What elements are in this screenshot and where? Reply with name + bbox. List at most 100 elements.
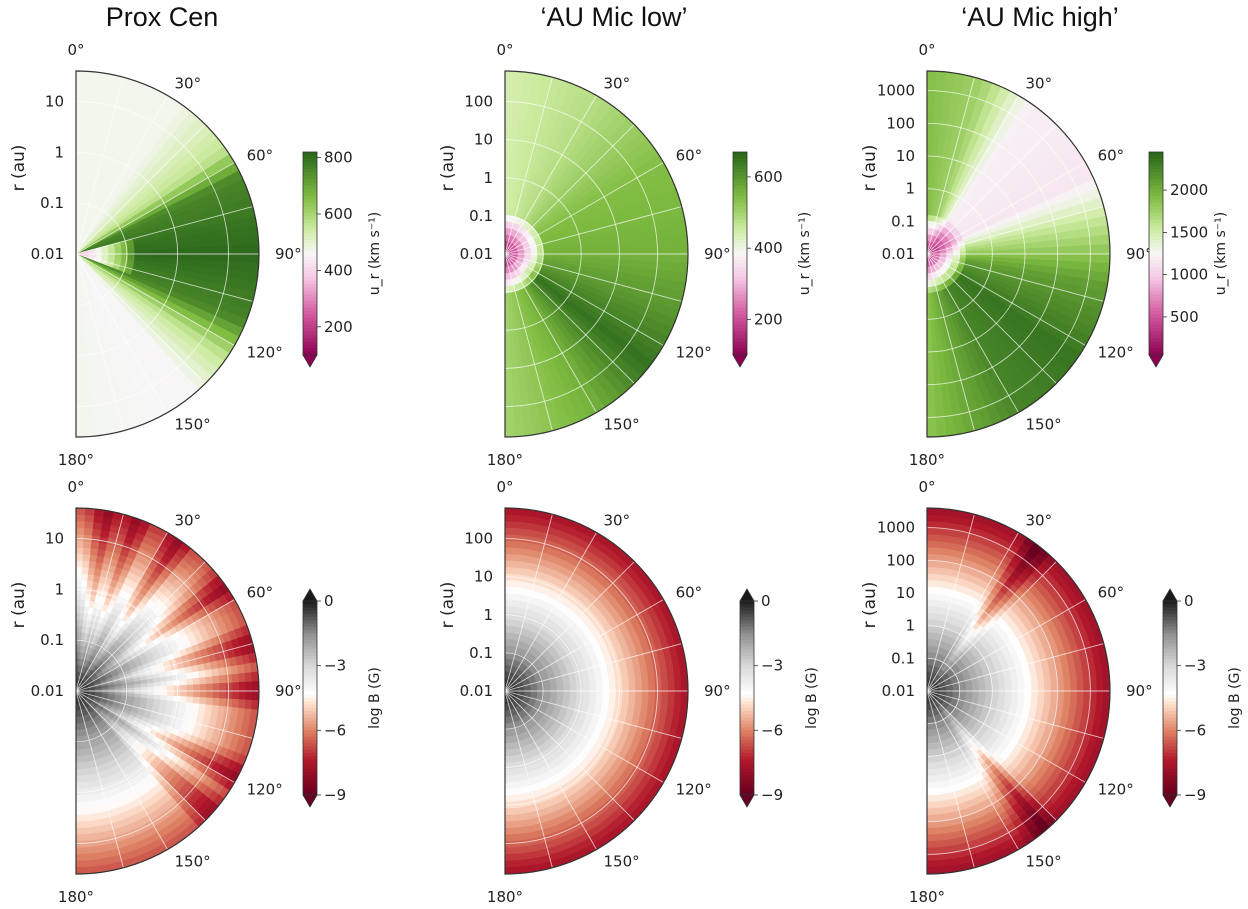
field-cell [635,246,643,255]
field-cell [926,155,933,163]
field-cell [238,244,247,255]
field-cell [510,129,519,138]
field-cell [204,267,213,276]
field-cell [596,253,604,260]
field-cell [512,396,522,405]
field-cell [516,369,525,378]
field-cell [509,344,516,353]
field-cell [84,83,95,92]
field-cell [998,253,1006,259]
field-cell [154,253,162,259]
field-cell [609,253,617,261]
field-cell [504,175,510,183]
field-cell [1011,244,1019,250]
field-cell [75,70,86,79]
r-tick-label: 0.1 [40,194,64,212]
field-cell [1036,235,1045,243]
field-cell [1076,253,1085,263]
field-cell [212,260,220,270]
field-cell [640,268,649,277]
field-cell [1069,261,1078,271]
field-cell [511,110,521,118]
theta-tick-label: 90° [704,245,731,263]
field-cell [935,83,946,92]
field-cell [504,103,514,111]
field-cell [218,237,227,247]
field-cell [231,236,240,247]
theta-tick-label: 60° [247,147,274,165]
field-cell [244,235,253,246]
column-title-au-mic-high: ‘AU Mic high’ [961,2,1119,32]
field-cell [1004,244,1013,251]
field-cell [244,262,253,273]
field-cell [661,245,669,255]
field-cell [504,358,512,366]
field-cell [508,325,514,333]
field-cell [211,231,220,240]
field-cell [81,370,90,379]
field-cell [569,246,578,251]
field-cell [83,409,94,418]
field-cell [674,244,682,255]
field-cell [83,97,93,105]
field-cell [667,262,676,273]
field-cell [192,259,201,268]
field-cell [504,423,515,431]
field-cell [926,175,932,183]
field-cell [1095,262,1104,273]
field-cell [504,390,513,399]
field-cell [191,234,200,243]
field-cell [1102,253,1111,264]
field-cell [1076,237,1084,247]
field-cell [193,247,201,255]
field-cell [569,249,578,255]
field-cell [185,235,194,243]
field-cell [89,117,98,126]
field-cell [204,232,213,241]
field-cell [926,90,936,98]
field-cell [628,260,636,268]
field-cell [251,244,260,255]
field-cell [510,142,517,151]
field-cell [1076,261,1084,271]
theta-tick-label: 180° [487,451,523,469]
theta-tick-label: 0° [496,41,513,59]
field-cell [81,142,88,151]
field-cell [641,253,650,262]
field-cell [504,429,515,438]
field-cell [933,123,941,131]
field-cell [75,90,85,98]
field-cell [511,116,520,125]
field-cell [978,250,987,255]
field-cell [510,370,519,379]
field-cell [933,110,943,118]
field-cell [608,242,617,249]
field-cell [1089,235,1098,246]
field-cell [926,122,935,131]
field-cell [154,249,162,255]
field-cell [1030,259,1039,266]
field-cell [1044,247,1052,255]
field-cell [88,376,97,385]
field-cell [609,247,617,255]
field-cell [998,245,1006,251]
field-cell [179,242,188,249]
field-cell [251,253,260,264]
field-cell [80,344,87,353]
field-cell [654,237,662,247]
field-cell [1050,253,1059,262]
field-cell [512,403,522,411]
field-cell [634,239,643,248]
field-cell [932,142,939,151]
field-cell [1056,239,1065,248]
field-cell [621,259,630,268]
r-tick-label: 10 [45,93,64,111]
field-cell [1069,237,1078,247]
field-cell [504,162,511,170]
field-cell [147,253,155,259]
field-cell [504,149,511,157]
r-tick-label: 100 [464,93,493,111]
field-cell [628,246,637,255]
field-cell [1063,253,1072,262]
field-cell [941,110,950,119]
